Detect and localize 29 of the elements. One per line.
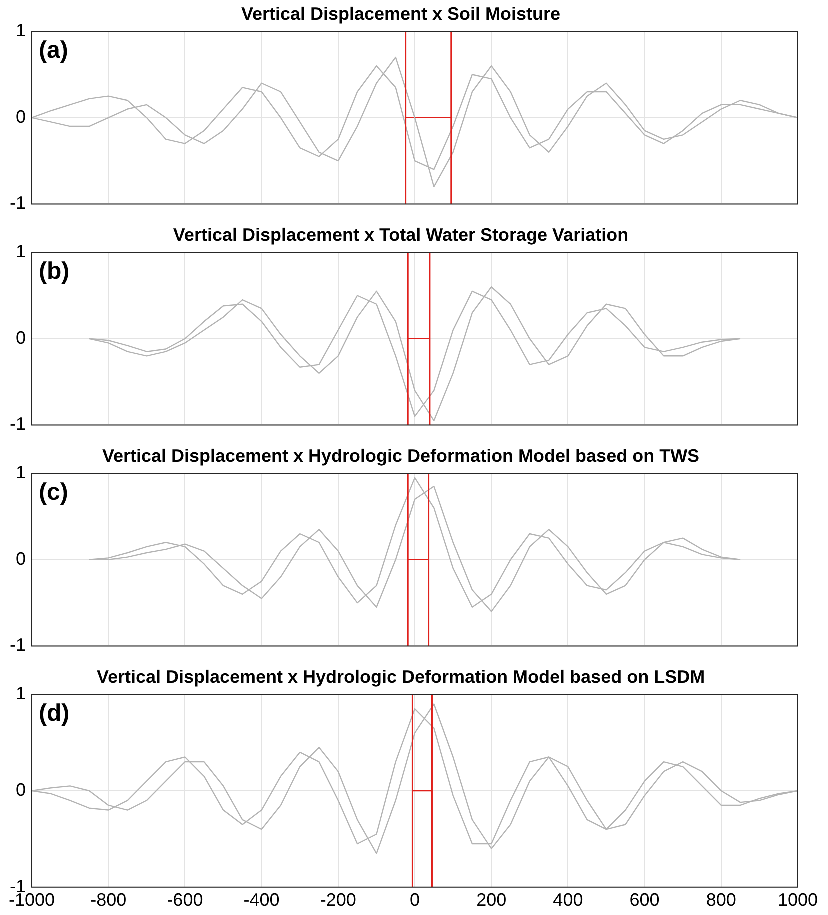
chart-title: Vertical Displacement x Hydrologic Deformation Model based on LSDM — [96, 666, 706, 687]
chart-title: Vertical Displacement x Total Water Storage Variation — [173, 224, 629, 245]
x-tick-label: -200 — [320, 890, 356, 910]
y-tick-label: 0 — [16, 328, 26, 348]
x-tick-label: 800 — [706, 890, 736, 910]
chart-title: Vertical Displacement x Hydrologic Deformation Model based on TWS — [102, 446, 700, 466]
y-tick-label: 1 — [16, 20, 26, 41]
annotation: (b) — [39, 258, 70, 286]
y-tick-label: 1 — [16, 684, 26, 704]
y-tick-label: 0 — [16, 548, 26, 569]
chart-title: Vertical Displacement x Soil Moisture — [241, 4, 561, 24]
x-tick-label: 200 — [476, 890, 507, 910]
y-tick-label: -1 — [10, 414, 26, 434]
x-tick-label: -600 — [167, 890, 204, 910]
x-tick-label: 400 — [553, 890, 584, 910]
x-tick-label: -800 — [90, 890, 127, 910]
annotation: (c) — [39, 479, 68, 506]
annotation: (d) — [39, 700, 70, 728]
y-tick-label: 1 — [16, 462, 26, 483]
y-tick-label: -1 — [10, 635, 26, 656]
x-tick-label: -400 — [244, 890, 280, 910]
y-tick-label: 1 — [16, 242, 26, 262]
y-tick-label: -1 — [10, 193, 26, 214]
x-tick-label: 0 — [410, 890, 420, 910]
y-tick-label: 0 — [16, 780, 26, 800]
y-tick-label: 0 — [16, 106, 26, 127]
x-tick-label: 600 — [630, 890, 660, 910]
annotation: (a) — [39, 37, 68, 64]
x-tick-label: 1000 — [778, 890, 818, 910]
